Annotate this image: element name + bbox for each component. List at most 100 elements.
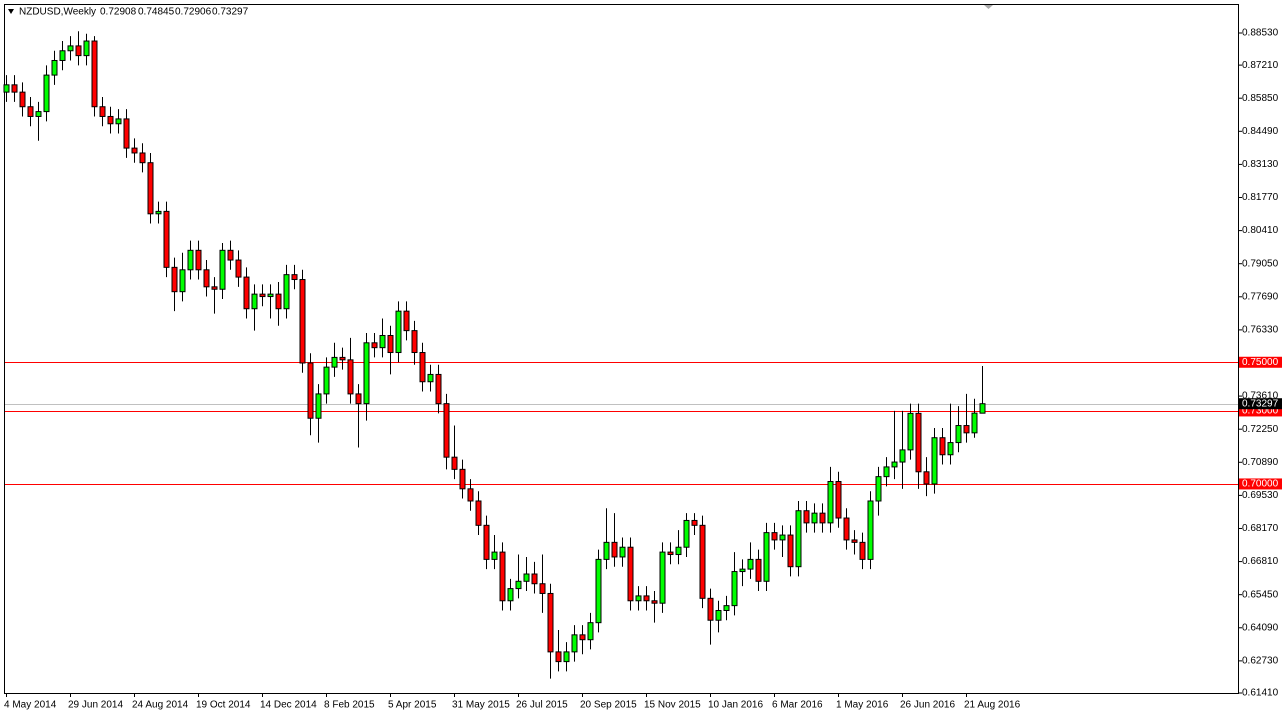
candle-body — [779, 534, 786, 541]
candle-body — [731, 571, 738, 607]
candle-body — [451, 456, 458, 470]
level-label-box — [1239, 478, 1282, 490]
candle-body — [603, 541, 610, 560]
candle-body — [59, 50, 66, 61]
candle-body — [323, 366, 330, 395]
x-tick-label: 20 Sep 2015 — [580, 700, 637, 711]
candle-body — [403, 310, 410, 332]
candle-body — [315, 393, 322, 419]
x-tick-label: 1 May 2016 — [836, 700, 889, 711]
x-tick-label: 15 Nov 2015 — [644, 700, 701, 711]
y-tick-label: 0.62730 — [1242, 656, 1279, 667]
x-tick-label: 21 Aug 2016 — [964, 700, 1021, 711]
candle-body — [843, 517, 850, 541]
candle-body — [643, 595, 650, 602]
candle-body — [787, 534, 794, 568]
candle-body — [51, 59, 58, 76]
x-tick-label: 6 Mar 2016 — [772, 700, 823, 711]
candle-body — [683, 519, 690, 548]
candle-body — [667, 551, 674, 556]
candle-body — [571, 634, 578, 653]
candle-body — [739, 568, 746, 573]
candle-body — [435, 373, 442, 405]
level-label: 0.75000 — [1242, 357, 1279, 368]
candle-body — [219, 249, 226, 290]
candle-body — [907, 412, 914, 451]
candle-body — [275, 293, 282, 310]
candle-body — [587, 622, 594, 641]
candle-body — [411, 330, 418, 354]
level-label: 0.73000 — [1242, 406, 1279, 417]
candle-body — [3, 84, 10, 93]
candle-body — [371, 342, 378, 349]
candle-body — [883, 466, 890, 478]
candle-body — [227, 249, 234, 261]
header-close: 0.73297 — [212, 7, 249, 18]
level-label-box — [1239, 356, 1282, 368]
candle-body — [795, 510, 802, 568]
candle-body — [235, 259, 242, 278]
header-high: 0.74845 — [138, 7, 175, 18]
candle-body — [835, 481, 842, 519]
candle-body — [979, 403, 986, 414]
candle-body — [659, 551, 666, 604]
candle-body — [867, 500, 874, 560]
candle-body — [827, 481, 834, 524]
candle-body — [251, 293, 258, 310]
candle-body — [475, 500, 482, 526]
y-tick-label: 0.73610 — [1242, 391, 1279, 402]
y-tick-label: 0.61410 — [1242, 688, 1279, 699]
level-label-box — [1239, 405, 1282, 417]
candle-body — [347, 359, 354, 395]
candle-body — [355, 393, 362, 405]
candle-body — [499, 551, 506, 602]
candle-body — [379, 334, 386, 349]
candle-body — [99, 106, 106, 117]
candle-body — [627, 546, 634, 602]
y-tick-label: 0.79050 — [1242, 258, 1279, 269]
candle-body — [491, 551, 498, 560]
y-tick-label: 0.65450 — [1242, 589, 1279, 600]
candle-body — [427, 373, 434, 383]
candle-body — [307, 362, 314, 419]
candle-body — [155, 210, 162, 215]
candle-body — [339, 356, 346, 361]
y-tick-label: 0.64090 — [1242, 622, 1279, 633]
x-tick-label: 26 Jul 2015 — [516, 700, 568, 711]
candle-body — [931, 437, 938, 485]
candle-body — [203, 269, 210, 288]
candle-body — [83, 40, 90, 57]
candle-body — [811, 512, 818, 524]
candle-body — [163, 210, 170, 268]
candle-body — [611, 541, 618, 558]
candle-body — [859, 541, 866, 560]
candle-body — [419, 352, 426, 383]
x-tick-label: 4 May 2014 — [4, 700, 57, 711]
y-tick-label: 0.69530 — [1242, 490, 1279, 501]
candle-body — [955, 425, 962, 444]
y-tick-label: 0.76330 — [1242, 325, 1279, 336]
candle-body — [899, 449, 906, 463]
candle-body — [723, 605, 730, 611]
price-label: 0.73297 — [1242, 398, 1279, 409]
candle-body — [147, 162, 154, 215]
candle-body — [35, 111, 42, 117]
candle-body — [755, 558, 762, 582]
candle-body — [483, 524, 490, 560]
candle-body — [243, 276, 250, 310]
candle-body — [291, 274, 298, 281]
y-tick-label: 0.77690 — [1242, 291, 1279, 302]
candle-body — [123, 118, 130, 149]
x-tick-label: 5 Apr 2015 — [388, 700, 437, 711]
candle-body — [91, 40, 98, 108]
candle-body — [771, 532, 778, 541]
candle-body — [259, 293, 266, 298]
price-label-box — [1239, 398, 1282, 410]
candle-body — [579, 634, 586, 641]
candle-body — [707, 597, 714, 621]
candle-body — [555, 651, 562, 663]
candle-body — [947, 442, 954, 456]
candle-body — [363, 342, 370, 405]
candle-body — [387, 334, 394, 354]
